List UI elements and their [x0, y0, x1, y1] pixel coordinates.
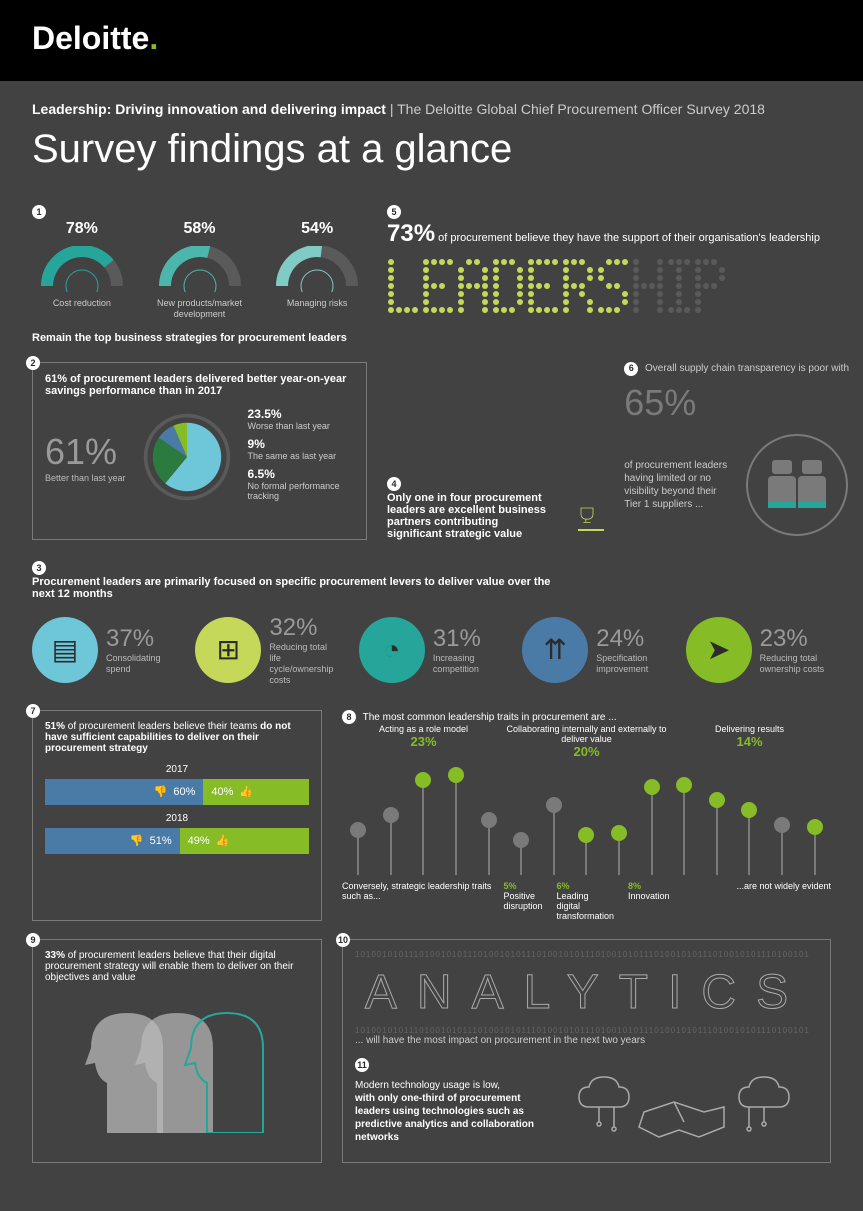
subtitle-rest: | The Deloitte Global Chief Procurement …	[386, 101, 765, 117]
lever: ⊞ 32%Reducing total life cycle/ownership…	[195, 614, 340, 685]
sec3-title: Procurement leaders are primarily focuse…	[32, 576, 572, 600]
section-4: 4 Only one in four procurement leaders a…	[387, 362, 604, 541]
section-9: 9 33% of procurement leaders believe tha…	[32, 939, 322, 1163]
badge-2: 2	[26, 356, 40, 370]
lever: ➤ 23%Reducing total ownership costs	[686, 614, 831, 685]
sec11-bold: with only one-third of procurement leade…	[355, 1093, 534, 1143]
subtitle: Leadership: Driving innovation and deliv…	[32, 101, 831, 117]
sec10-line: ... will have the most impact on procure…	[355, 1035, 818, 1046]
sec6-rest: of procurement leaders having limited or…	[624, 459, 734, 511]
sec5-text: of procurement believe they have the sup…	[435, 232, 820, 244]
cloud-handshake-icon	[569, 1072, 799, 1152]
main-title: Survey findings at a glance	[32, 127, 831, 172]
header: Deloitte.	[0, 0, 863, 81]
sec5-pct: 73%	[387, 220, 435, 247]
section-8: 8 The most common leadership traits in p…	[342, 710, 831, 921]
section-3: 3 Procurement leaders are primarily focu…	[32, 558, 831, 685]
binary-deco-2: 1010010101110100101011101001010111010010…	[355, 1026, 818, 1035]
logo: Deloitte.	[32, 20, 831, 57]
sec8-bottom-left: Conversely, strategic leadership traits …	[342, 881, 493, 921]
binary-deco: 1010010101110100101011101001010111010010…	[355, 950, 818, 959]
section-7: 7 51% of procurement leaders believe the…	[32, 710, 322, 921]
sec6-pct: 65%	[624, 380, 863, 427]
badge-10: 10	[336, 933, 350, 947]
sec7-pct: 51%	[45, 721, 65, 732]
sec9-pct: 33%	[45, 950, 65, 961]
badge-5: 5	[387, 205, 401, 219]
leadership-dot-text	[387, 258, 831, 318]
badge-11: 11	[355, 1058, 369, 1072]
badge-3: 3	[32, 561, 46, 575]
section-5: 5 73% of procurement believe they have t…	[387, 202, 831, 344]
section-2: 2 61% of procurement leaders delivered b…	[32, 362, 367, 541]
sec6-intro: Overall supply chain transparency is poo…	[645, 363, 849, 374]
pie-chart	[142, 412, 232, 502]
sec2-big-pct: 61%	[45, 431, 126, 473]
sec9-text: of procurement leaders believe that thei…	[45, 950, 293, 983]
logo-text: Deloitte	[32, 20, 149, 56]
badge-4: 4	[387, 477, 401, 491]
sec8-title: The most common leadership traits in pro…	[363, 712, 617, 723]
badge-9: 9	[26, 933, 40, 947]
analytics-word: ANALYTICS	[355, 965, 818, 1020]
sec2-title: 61% of procurement leaders delivered bet…	[45, 373, 354, 397]
lever: ▤ 37%Consolidating spend	[32, 614, 177, 685]
badge-6: 6	[624, 362, 638, 376]
lever: ◔ 31%Increasing competition	[359, 614, 504, 685]
section-6: 6 Overall supply chain transparency is p…	[624, 362, 863, 541]
heads-icon	[67, 993, 287, 1133]
logo-dot: .	[149, 20, 158, 56]
binoculars-icon	[742, 430, 852, 540]
section-10-11: 10 1010010101110100101011101001010111010…	[342, 939, 831, 1163]
sec8-bottom-right: ...are not widely evident	[680, 881, 831, 921]
trophy-icon	[563, 410, 604, 540]
sec4-text: Only one in four procurement leaders are…	[387, 492, 553, 540]
gauge: 54% Managing risks	[267, 220, 367, 320]
content: Leadership: Driving innovation and deliv…	[0, 81, 863, 1211]
badge-1: 1	[32, 205, 46, 219]
sec7-mid: of procurement leaders believe their tea…	[65, 721, 260, 732]
sec11-intro: Modern technology usage is low,	[355, 1080, 500, 1091]
gauge: 78% Cost reduction	[32, 220, 132, 320]
sec2-big-label: Better than last year	[45, 473, 126, 483]
gauge: 58% New products/market development	[150, 220, 250, 320]
subtitle-bold: Leadership: Driving innovation and deliv…	[32, 101, 386, 117]
sec1-footer: Remain the top business strategies for p…	[32, 332, 367, 344]
badge-7: 7	[26, 704, 40, 718]
lever: ⇈ 24%Specification improvement	[522, 614, 667, 685]
badge-8: 8	[342, 710, 356, 724]
section-1: 1 78% Cost reduction58% New products/mar…	[32, 202, 367, 344]
